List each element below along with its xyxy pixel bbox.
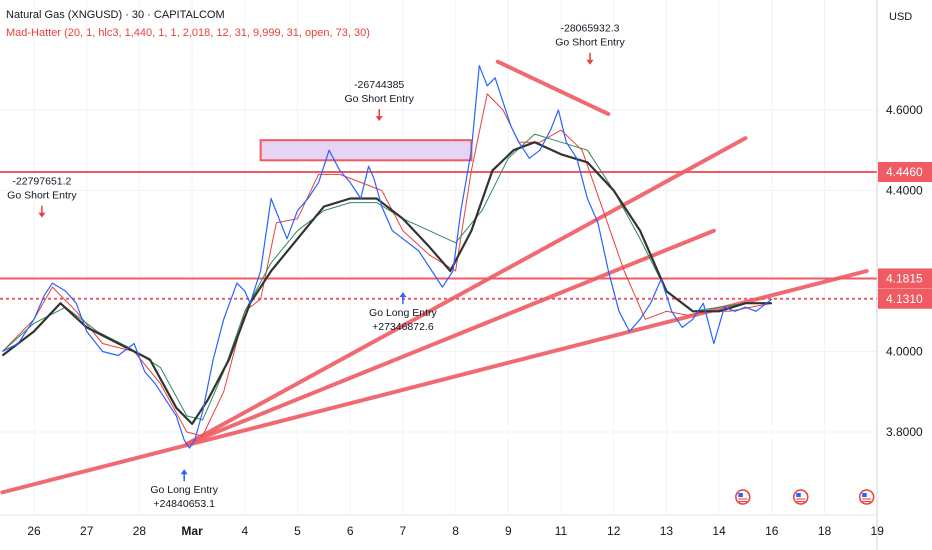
trendline	[184, 136, 748, 447]
signal-label: Go Short Entry	[344, 93, 414, 105]
flag-canton	[738, 493, 743, 497]
signal-value: -22797651.2	[12, 176, 71, 188]
flag-canton	[862, 493, 867, 497]
signal-value: -26744385	[354, 79, 404, 91]
time-tick-label: 28	[133, 524, 147, 538]
price-tick-label: 3.8000	[886, 425, 923, 439]
short-arrow-head	[375, 116, 383, 122]
level-price-label	[878, 268, 932, 289]
signal-value: +27346872.6	[372, 321, 434, 333]
slow-moving-average-line	[1, 141, 772, 425]
level-price-text: 4.1310	[886, 292, 923, 306]
time-tick-label: 12	[607, 524, 621, 538]
signal-label: Go Short Entry	[7, 190, 77, 202]
time-tick-label: 5	[294, 524, 301, 538]
price-line	[2, 65, 773, 449]
fast-moving-average-line	[2, 93, 772, 437]
time-tick-label: 27	[80, 524, 94, 538]
series-layer	[1, 65, 773, 449]
time-tick-label: 18	[818, 524, 832, 538]
signal-label: Go Long Entry	[369, 307, 437, 319]
horizontal-levels-layer	[0, 170, 877, 300]
long-arrow-head	[399, 292, 407, 298]
time-tick-label: 8	[452, 524, 459, 538]
flag-canton	[796, 493, 801, 497]
event-flags	[735, 489, 875, 505]
trendline	[495, 59, 611, 117]
trendline	[0, 269, 869, 495]
symbol-title: Natural Gas (XNGUSD) · 30 · CAPITALCOM	[6, 9, 225, 21]
time-tick-label: 9	[505, 524, 512, 538]
time-tick-label: Mar	[181, 524, 203, 538]
signal-value: +24840653.1	[153, 498, 215, 510]
indicator-title: Mad-Hatter (20, 1, hlc3, 1,440, 1, 1, 2,…	[6, 27, 370, 39]
time-tick-label: 11	[555, 524, 568, 538]
level-price-label	[878, 288, 932, 309]
time-tick-label: 13	[660, 524, 674, 538]
long-arrow-head	[180, 469, 188, 475]
supply-zone-layer	[259, 139, 473, 162]
currency-label[interactable]: USD	[889, 11, 913, 23]
time-tick-label: 26	[27, 524, 41, 538]
signal-value: -28065932.3	[560, 23, 619, 35]
short-arrow-head	[38, 212, 46, 218]
grid-lines	[0, 0, 878, 515]
signal-annotations: -22797651.2 Go Short Entry -26744385 Go Sho…	[7, 23, 625, 511]
short-arrow-head	[586, 59, 594, 65]
level-price-label	[878, 161, 932, 182]
signal-label: Go Long Entry	[150, 484, 218, 496]
price-tick-label: 4.0000	[886, 345, 923, 359]
time-tick-label: 4	[241, 524, 248, 538]
time-tick-label: 16	[765, 524, 779, 538]
time-axis[interactable]: 26 27 28 Mar 4 5 6 7 8 9 11 12 13 14 16 18 19	[0, 514, 885, 538]
time-tick-label: 19	[871, 524, 885, 538]
trendlines-layer	[0, 59, 869, 495]
price-tick-label: 4.6000	[886, 103, 923, 117]
level-price-text: 4.1815	[886, 271, 923, 285]
time-tick-label: 6	[347, 524, 354, 538]
trendline	[184, 228, 716, 447]
time-tick-label: 7	[400, 524, 407, 538]
supply-zone	[259, 139, 473, 162]
signal-label: Go Short Entry	[555, 37, 625, 49]
medium-moving-average-line	[2, 133, 772, 421]
price-tick-label: 4.4000	[886, 184, 923, 198]
price-axis[interactable]: 4.6000 4.4000 4.0000 3.8000 4.4460 4.1815 4.13…	[878, 103, 932, 439]
time-tick-label: 14	[712, 524, 726, 538]
level-price-text: 4.4460	[886, 165, 923, 179]
